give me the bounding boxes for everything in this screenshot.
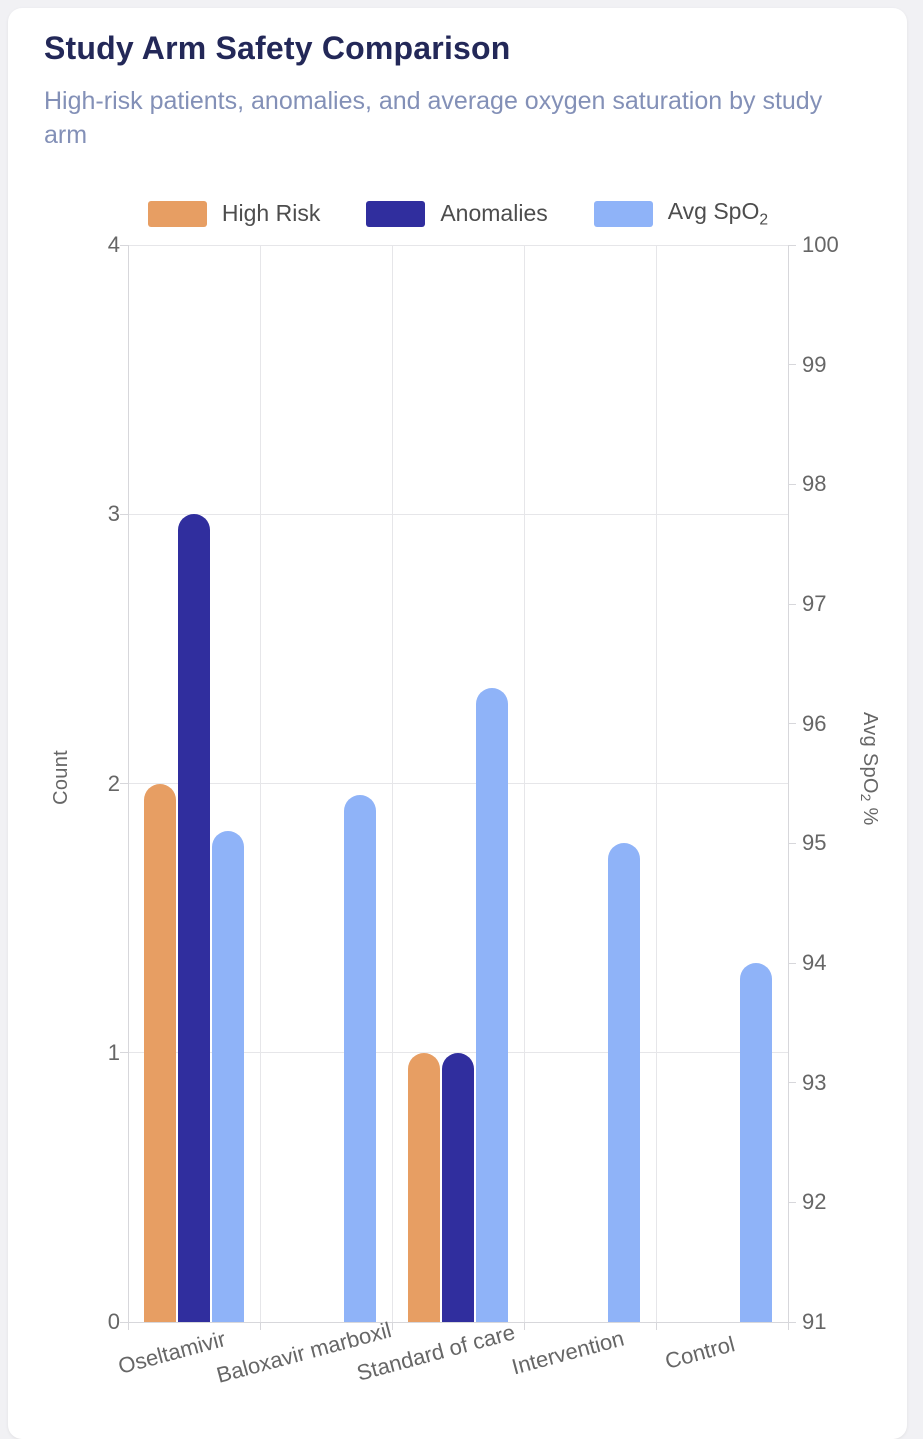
x-tick-mark-3 (523, 1322, 525, 1330)
chart-title: Study Arm Safety Comparison (44, 30, 511, 66)
left-tick-label-3: 3 (107, 501, 120, 527)
v-gridline-0 (127, 245, 129, 1322)
bar-avg-spo2-oseltamivir[interactable] (212, 831, 244, 1322)
bar-anomalies-standard-of-care[interactable] (442, 1052, 474, 1322)
right-tick-label-92: 92 (802, 1189, 827, 1215)
legend-label-high-risk: High Risk (221, 200, 321, 227)
right-axis-title: Avg SpO2 % (858, 712, 881, 826)
left-tick-mark-3 (120, 513, 128, 515)
right-tick-mark-97 (788, 603, 796, 605)
v-gridline-1 (259, 245, 261, 1322)
h-gridline-3 (128, 513, 788, 515)
x-tick-mark-2 (391, 1322, 393, 1330)
left-tick-label-1: 1 (107, 1039, 120, 1065)
legend-item-anomalies[interactable]: Anomalies (366, 200, 548, 227)
x-tick-mark-1 (259, 1322, 261, 1330)
right-tick-label-94: 94 (802, 950, 827, 975)
right-tick-label-99: 99 (802, 351, 827, 377)
right-tick-label-100: 100 (802, 232, 839, 257)
x-tick-mark-5 (787, 1322, 789, 1330)
right-tick-mark-98 (788, 483, 796, 485)
right-tick-label-93: 93 (802, 1069, 827, 1095)
high-risk-swatch-icon (147, 200, 207, 227)
bar-avg-spo2-baloxavir-marboxil[interactable] (344, 795, 376, 1322)
bar-avg-spo2-standard-of-care[interactable] (476, 687, 508, 1322)
right-tick-mark-94 (788, 962, 796, 964)
legend-item-avg-spo2[interactable]: Avg SpO2 (593, 198, 769, 230)
x-tick-mark-4 (655, 1322, 657, 1330)
chart-subtitle: High-risk patients, anomalies, and avera… (44, 87, 823, 149)
x-tick-mark-0 (127, 1322, 129, 1330)
right-tick-label-95: 95 (802, 830, 827, 856)
avg-spo2-swatch-icon (593, 200, 653, 227)
bar-avg-spo2-intervention[interactable] (608, 843, 640, 1322)
right-tick-mark-93 (788, 1082, 796, 1084)
v-gridline-2 (391, 245, 393, 1322)
h-gridline-0 (128, 1321, 788, 1323)
bar-high-risk-oseltamivir[interactable] (144, 783, 176, 1322)
right-tick-mark-100 (788, 244, 796, 246)
right-tick-label-91: 91 (802, 1309, 827, 1334)
right-tick-label-98: 98 (802, 471, 827, 497)
right-tick-mark-99 (788, 364, 796, 366)
legend: High Risk Anomalies Avg SpO2 (128, 198, 788, 230)
legend-item-high-risk[interactable]: High Risk (147, 200, 321, 227)
right-tick-label-97: 97 (802, 591, 827, 616)
left-tick-mark-0 (120, 1321, 128, 1323)
left-tick-label-4: 4 (107, 232, 120, 257)
v-gridline-5 (787, 245, 789, 1322)
v-gridline-4 (655, 245, 657, 1322)
left-tick-mark-4 (120, 244, 128, 246)
right-tick-mark-95 (788, 842, 796, 844)
left-tick-label-0: 0 (107, 1309, 120, 1334)
h-gridline-2 (128, 783, 788, 784)
h-gridline-4 (128, 244, 788, 246)
anomalies-swatch-icon (366, 200, 426, 227)
v-gridline-3 (523, 245, 525, 1322)
legend-label-avg-spo2: Avg SpO2 (667, 198, 769, 229)
bar-avg-spo2-control[interactable] (740, 963, 772, 1322)
right-tick-mark-91 (788, 1321, 796, 1323)
left-tick-label-2: 2 (107, 770, 120, 796)
right-tick-mark-92 (788, 1201, 796, 1203)
right-tick-label-96: 96 (802, 710, 827, 736)
bar-anomalies-oseltamivir[interactable] (178, 514, 210, 1322)
left-tick-mark-2 (120, 783, 128, 784)
left-tick-mark-1 (120, 1052, 128, 1054)
legend-label-anomalies: Anomalies (440, 200, 548, 227)
plot-area: 0 1 2 3 4 91 92 93 94 95 96 97 98 99 100 Oseltamivir Bal… (108, 233, 839, 1388)
right-tick-mark-96 (788, 723, 796, 725)
bar-high-risk-standard-of-care[interactable] (408, 1052, 440, 1322)
